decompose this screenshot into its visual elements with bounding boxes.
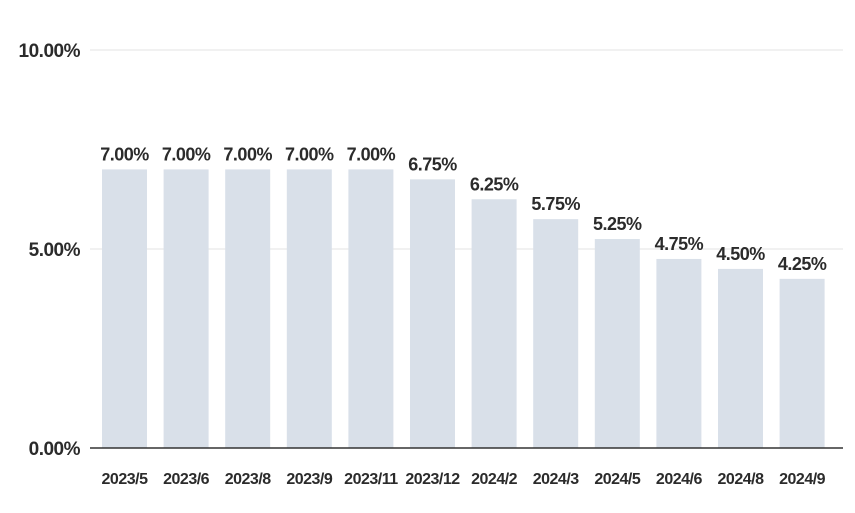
bar [163,169,209,448]
bar [225,169,271,448]
data-label: 5.25% [593,214,642,234]
x-tick-label: 2024/5 [594,471,641,488]
data-label: 7.00% [347,144,396,164]
x-tick-label: 2023/5 [102,471,149,488]
bar [533,219,579,448]
x-tick-label: 2024/3 [533,471,580,488]
bar [779,278,825,448]
bar [286,169,332,448]
data-label: 4.25% [778,254,827,274]
x-tick-label: 2023/11 [344,471,398,488]
bar [102,169,147,448]
x-tick-label: 2023/6 [163,471,210,488]
bar [656,258,702,448]
data-label: 7.00% [162,144,211,164]
x-tick-label: 2023/9 [286,471,333,488]
bar [718,268,763,448]
x-tick-label: 2024/6 [656,471,703,488]
labels: 0.00% 5.00% 10.00% 7.00% 2023/5 7.00% 2023/6 7.… [19,41,828,488]
bar [471,199,517,448]
gridlines [90,49,843,250]
data-label: 6.75% [408,154,457,174]
x-tick-label: 2024/8 [718,471,765,488]
y-tick-label: 5.00% [29,240,81,261]
x-tick-label: 2024/9 [779,471,826,488]
data-label: 7.00% [223,144,272,164]
y-tick-label: 10.00% [19,41,81,62]
bar [348,169,394,448]
bar [594,239,640,448]
data-label: 5.75% [531,194,580,214]
data-label: 4.75% [655,234,704,254]
y-tick-label: 0.00% [29,439,81,460]
x-tick-label: 2023/8 [225,471,272,488]
bar [410,179,455,448]
data-label: 6.25% [470,174,519,194]
bars [102,169,825,448]
x-tick-label: 2023/12 [405,471,460,488]
x-tick-label: 2024/2 [471,471,518,488]
data-label: 7.00% [100,144,149,164]
data-label: 4.50% [716,244,765,264]
data-label: 7.00% [285,144,334,164]
